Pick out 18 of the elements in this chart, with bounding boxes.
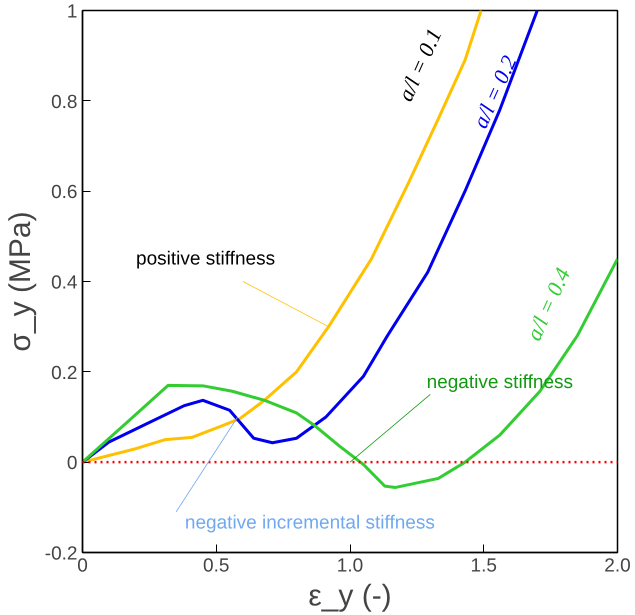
y-tick-label: 0.8 <box>51 92 78 113</box>
x-tick-label: 1.5 <box>470 556 497 576</box>
text: a/l = 0.1 <box>392 24 447 105</box>
y-tick-label: 0.2 <box>51 362 78 384</box>
y-axis-title: σ_y (MPa) <box>4 211 37 352</box>
y-tick-label: 0.4 <box>51 272 78 294</box>
x-tick-label: 2.0 <box>604 556 631 576</box>
annotation: positive stiffness <box>136 248 276 270</box>
text: a/l = 0.2 <box>467 52 522 132</box>
y-tick-label: -0.2 <box>44 544 78 564</box>
y-tick-label: 1 <box>66 2 78 22</box>
x-tick-label: 0.5 <box>203 556 230 576</box>
x-tick-label: 1.0 <box>336 556 364 576</box>
x-axis-title: ε_y (-) <box>308 580 392 612</box>
annotation: negative incremental stiffness <box>184 512 435 534</box>
text: a/l = 0.4 <box>520 264 575 344</box>
y-tick-label: 0 <box>66 453 78 474</box>
y-tick-label: 0.6 <box>51 182 78 204</box>
